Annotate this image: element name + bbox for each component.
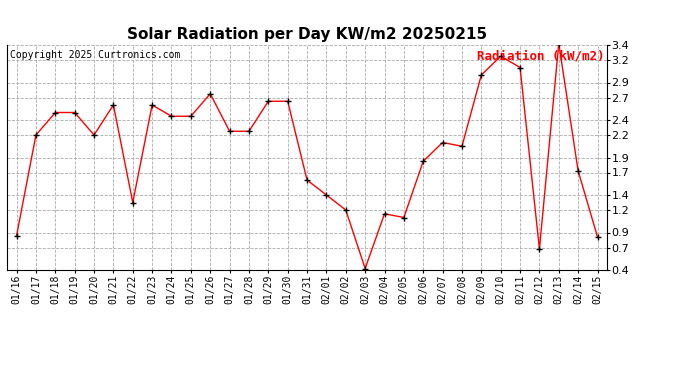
Text: Radiation (kW/m2): Radiation (kW/m2) [477, 50, 604, 63]
Title: Solar Radiation per Day KW/m2 20250215: Solar Radiation per Day KW/m2 20250215 [127, 27, 487, 42]
Text: Copyright 2025 Curtronics.com: Copyright 2025 Curtronics.com [10, 50, 180, 60]
